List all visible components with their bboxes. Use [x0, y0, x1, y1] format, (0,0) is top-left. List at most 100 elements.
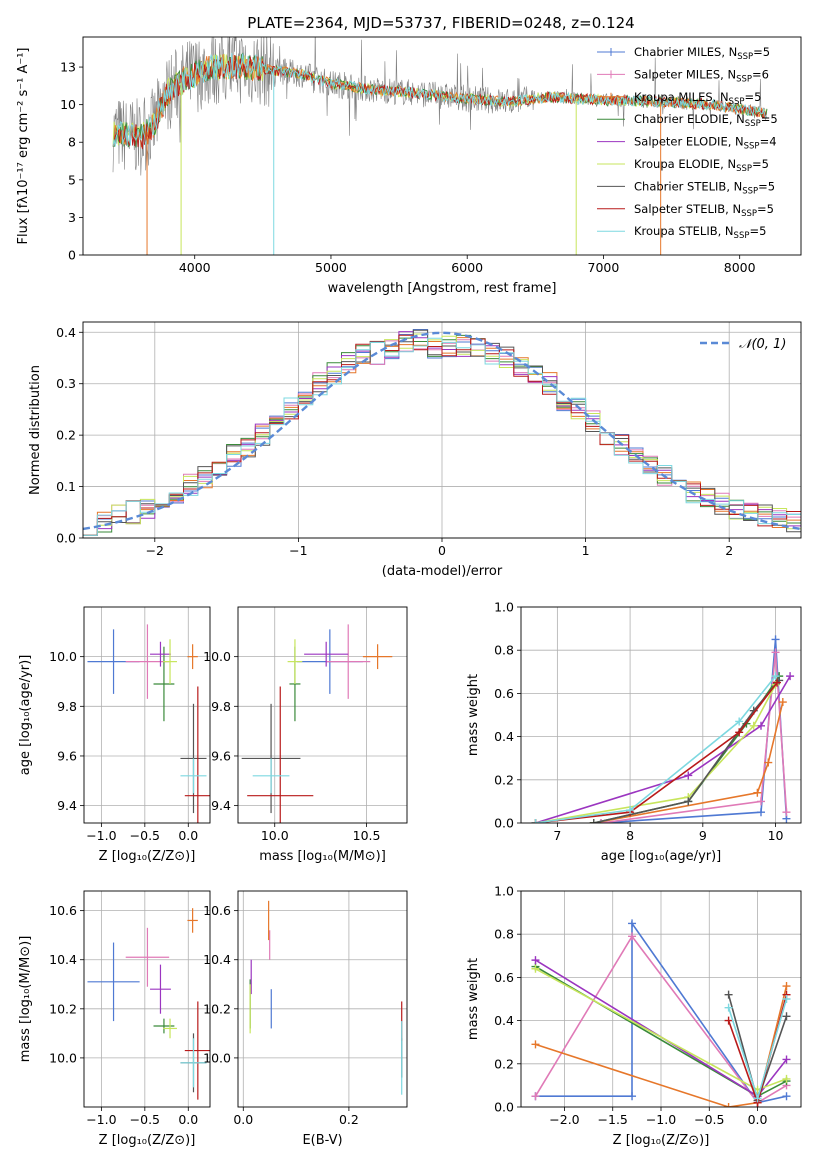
- mass_vs_ebv-xtick-label: 0.0: [233, 1112, 253, 1127]
- weight_vs_z-xtick-label: −2.0: [549, 1112, 579, 1127]
- weight_vs_age-marker-salpeter_stelib: [773, 678, 781, 687]
- legend-label-chabrier_elodie: Chabrier ELODIE, NSSP=5: [634, 112, 778, 129]
- mass_vs_z-xlabel: Z [log₁₀(Z/Z⊙)]: [99, 1133, 196, 1148]
- residual-histogram-kroupa_stelib: [83, 337, 801, 536]
- spectrum-ytick-label: 13: [60, 60, 76, 75]
- age_vs_z-frame: [83, 606, 211, 824]
- weight_vs_age-xtick-label: 7: [553, 828, 561, 843]
- age_vs_mass-grid: [238, 607, 407, 823]
- weight_vs_age-ytick-label: 0.0: [494, 816, 514, 831]
- spectrum-ytick-label: 0: [68, 248, 76, 263]
- age_vs_mass-xtick-label: 10.0: [261, 828, 289, 843]
- weight_vs_age-marker-kroupa_miles: [753, 788, 762, 797]
- weight_vs_z-marker-kroupa_miles: [531, 1040, 540, 1049]
- mass_vs_z-xtick-label: −0.5: [130, 1112, 160, 1127]
- weight_vs_z-ytick-label: 0.0: [494, 1100, 514, 1115]
- residuals-xtick-label: 0: [438, 543, 446, 558]
- normal-curve: [83, 331, 801, 531]
- weight_vs_age-ytick-label: 0.2: [494, 772, 514, 787]
- mass_vs_z-xtick-label: 0.0: [178, 1112, 198, 1127]
- weight_vs_age-marker-kroupa_elodie: [749, 721, 758, 730]
- weight_vs_age-line-chabrier_miles: [600, 639, 788, 823]
- weight_vs_z-marker-kroupa_miles: [724, 1103, 733, 1107]
- residuals-frame: [82, 321, 802, 539]
- legend-label-kroupa_miles: Kroupa MILES, NSSP=5: [634, 90, 761, 107]
- mass_vs_ebv-ytick-label: 10.6: [203, 903, 231, 918]
- weight_vs_z-marker-salpeter_stelib: [724, 1016, 733, 1025]
- age_vs_mass-marks: [241, 624, 393, 823]
- spectrum-xtick-label: 4000: [179, 260, 211, 275]
- weight_vs_age-marker-chabrier_stelib: [589, 819, 598, 823]
- age_vs_z-ytick-label: 10.0: [49, 649, 77, 664]
- mass_vs_z-axes: [80, 890, 211, 1111]
- mass_vs_z-xtick-label: −1.0: [86, 1112, 116, 1127]
- weight_vs_age-marker-kroupa_stelib: [626, 806, 635, 815]
- weight_vs_z-marker-chabrier_miles: [628, 1092, 637, 1101]
- weight_vs_age-marker-kroupa_stelib: [735, 717, 744, 726]
- spectrum-marks: [112, 37, 768, 255]
- age_vs_z-xlabel: Z [log₁₀(Z/Z⊙)]: [99, 849, 196, 864]
- weight_vs_z-marker-salpeter_elodie: [782, 1055, 791, 1064]
- age_vs_mass-frame: [237, 606, 408, 824]
- weight_vs_z-marker-salpeter_miles: [628, 932, 637, 941]
- age_vs_z-ytick-label: 9.6: [57, 748, 77, 763]
- residuals-marks: [83, 329, 801, 536]
- spectrum-model-line-kroupa_stelib: [112, 52, 768, 147]
- residuals-ytick-label: 0.1: [56, 479, 76, 494]
- weight_vs_z-marker-salpeter_elodie: [531, 956, 540, 965]
- weight_vs_z-ytick-label: 0.4: [494, 1013, 514, 1028]
- weight_vs_age-marker-kroupa_miles: [778, 698, 787, 707]
- weight_vs_age-xtick-label: 8: [626, 828, 634, 843]
- spectrum-ytick-label: 10: [60, 97, 76, 112]
- weight_vs_z-marker-salpeter_miles: [531, 1092, 540, 1101]
- spectrum-xtick-label: 5000: [315, 260, 347, 275]
- weight_vs_age-marks: [531, 635, 795, 823]
- weight_vs_age-xtick-label: 10: [768, 828, 784, 843]
- weight_vs_z-ytick-label: 0.6: [494, 970, 514, 985]
- weight_vs_z-marker-chabrier_stelib: [782, 1012, 791, 1021]
- weight_vs_z-xtick-label: −1.5: [598, 1112, 628, 1127]
- age_vs_mass-ytick-label: 9.4: [211, 798, 231, 813]
- mass_vs_z-grid: [84, 891, 210, 1107]
- weight_vs_age-marker-kroupa_stelib: [771, 672, 780, 681]
- legend-label-chabrier_miles: Chabrier MILES, NSSP=5: [634, 45, 770, 62]
- weight_vs_age-marker-salpeter_miles: [757, 797, 765, 806]
- mass_vs_ebv-marks: [249, 900, 403, 1095]
- spectrum-axes: [79, 36, 802, 259]
- spectrum-frame: [82, 36, 802, 256]
- spectrum-ytick-label: 8: [68, 135, 76, 150]
- residuals-axes: [79, 321, 802, 542]
- weight_vs_age-ytick-label: 0.6: [494, 686, 514, 701]
- spectrum-xtick-label: 6000: [451, 260, 483, 275]
- weight_vs_z-marker-chabrier_miles: [628, 919, 637, 928]
- weight_vs_z-marker-kroupa_miles: [782, 982, 791, 991]
- weight_vs_age-ylabel: mass weight: [466, 674, 481, 756]
- age_vs_z-ytick-label: 9.8: [57, 699, 77, 714]
- age_vs_z-xtick-label: 0.0: [178, 828, 198, 843]
- weight_vs_z-grid: [521, 890, 801, 1108]
- age_vs_mass-ytick-label: 10.0: [203, 649, 231, 664]
- weight_vs_age-line-salpeter_stelib: [535, 682, 778, 823]
- spectrum-ytick-label: 3: [68, 210, 76, 225]
- residuals-ytick-label: 0.3: [56, 376, 76, 391]
- spectrum-ytick-label: 5: [68, 172, 76, 187]
- age_vs_z-xtick-label: −0.5: [130, 828, 160, 843]
- legend-label-kroupa_stelib: Kroupa STELIB, NSSP=5: [634, 224, 766, 241]
- residuals-xtick-label: −2: [146, 543, 164, 558]
- age_vs_mass-ytick-label: 9.6: [211, 748, 231, 763]
- mass_vs_ebv-xtick-label: 0.2: [339, 1112, 359, 1127]
- spectrum-title: PLATE=2364, MJD=53737, FIBERID=0248, z=0…: [247, 14, 634, 32]
- weight_vs_z-axes: [517, 890, 802, 1111]
- legend-label-salpeter_miles: Salpeter MILES, NSSP=6: [634, 67, 769, 84]
- residuals-xlabel: (data-model)/error: [382, 564, 503, 579]
- weight_vs_age-marker-chabrier_miles: [771, 635, 780, 644]
- age_vs_z-axes: [80, 606, 211, 827]
- mass_vs_ebv-ytick-label: 10.2: [203, 1001, 231, 1016]
- spectrum-xlabel: wavelength [Angstrom, rest frame]: [328, 281, 557, 296]
- weight_vs_age-xtick-label: 9: [699, 828, 707, 843]
- mass_vs_z-ytick-label: 10.0: [49, 1050, 77, 1065]
- age_vs_z-xtick-label: −1.0: [86, 828, 116, 843]
- weight_vs_age-ytick-label: 1.0: [494, 600, 514, 615]
- age_vs_mass-xtick-label: 10.5: [353, 828, 381, 843]
